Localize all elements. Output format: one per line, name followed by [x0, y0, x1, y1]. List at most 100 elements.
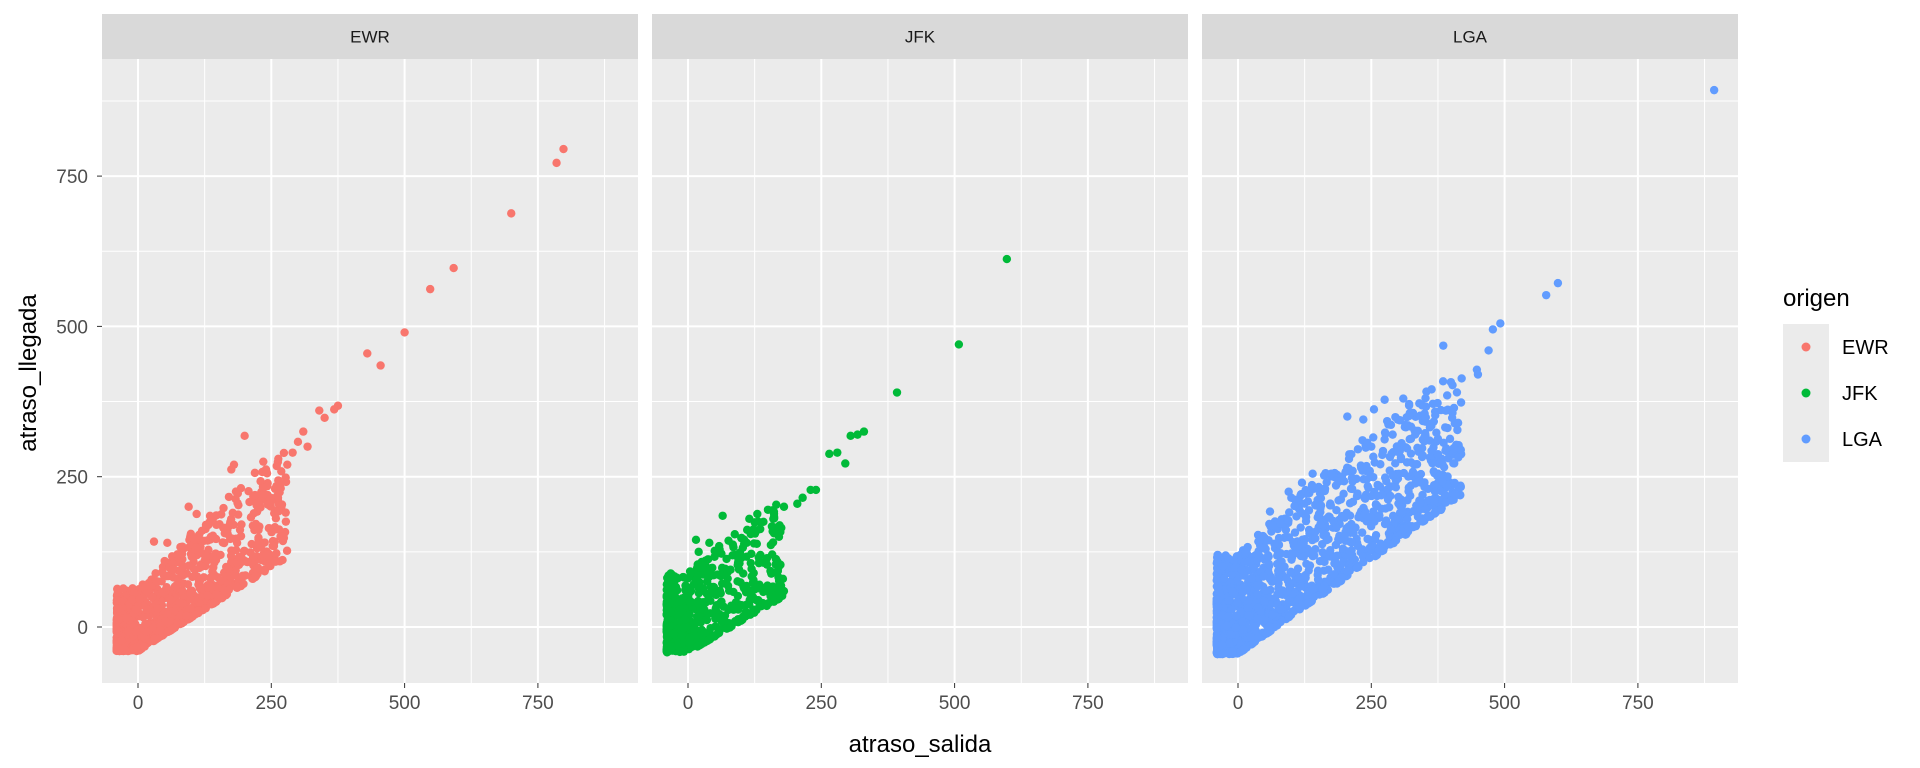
data-point [259, 483, 268, 492]
data-point [1282, 573, 1291, 583]
data-point [131, 627, 141, 636]
data-point [1345, 450, 1354, 459]
data-point [197, 562, 207, 571]
data-point [698, 563, 707, 572]
data-point [241, 571, 250, 580]
data-point [1378, 446, 1388, 456]
data-point [162, 583, 171, 592]
data-point [153, 604, 162, 613]
data-point [1348, 484, 1357, 494]
data-point [1308, 585, 1318, 594]
data-point [1452, 388, 1462, 397]
data-point [1338, 544, 1348, 553]
data-point [1376, 460, 1385, 469]
data-point [747, 564, 756, 574]
data-point [1264, 622, 1274, 631]
data-point [718, 511, 727, 520]
data-point [1353, 445, 1363, 454]
data-point [1222, 621, 1231, 631]
data-point [1214, 582, 1223, 591]
data-point [223, 529, 232, 539]
data-point [763, 505, 773, 514]
x-tick-label: 0 [133, 693, 144, 714]
data-point [1709, 85, 1719, 95]
data-point [183, 580, 193, 589]
data-point [710, 552, 719, 561]
data-point [315, 406, 324, 415]
data-point [114, 615, 123, 625]
data-point [1002, 254, 1012, 264]
data-point [767, 569, 776, 578]
data-point [1403, 514, 1412, 524]
data-point [733, 560, 742, 570]
data-point [1396, 453, 1406, 462]
data-point [203, 591, 212, 600]
data-point [192, 509, 201, 519]
data-point [1296, 523, 1305, 532]
data-point [1395, 446, 1405, 456]
data-point [1305, 561, 1315, 570]
data-point [1449, 444, 1458, 453]
data-point [1382, 476, 1391, 486]
data-point [717, 617, 726, 626]
data-point [1284, 516, 1293, 525]
data-point [1218, 640, 1227, 650]
data-point [172, 618, 182, 628]
data-point [449, 263, 458, 273]
data-point [1369, 452, 1378, 461]
data-point [1541, 290, 1551, 300]
data-point [1447, 413, 1457, 423]
data-point [1231, 623, 1241, 632]
legend-items: EWR JFK LGA [1783, 324, 1889, 462]
data-point [1454, 453, 1463, 462]
data-point [363, 349, 372, 358]
data-point [1323, 565, 1333, 574]
data-point [666, 608, 675, 617]
data-point [762, 601, 771, 611]
data-point [330, 405, 339, 414]
data-point [175, 598, 184, 607]
data-point [754, 553, 763, 562]
data-point [762, 560, 772, 569]
data-point [1404, 411, 1414, 421]
data-point [261, 465, 271, 474]
data-point [740, 612, 750, 621]
data-point [694, 612, 703, 621]
data-point [1440, 423, 1450, 432]
data-point [231, 545, 241, 555]
data-point [749, 539, 759, 548]
data-point [749, 575, 758, 585]
data-point [681, 581, 690, 590]
data-point [1265, 507, 1275, 516]
data-point [1316, 501, 1326, 510]
data-point [1227, 605, 1236, 614]
data-point [1365, 512, 1375, 521]
data-point [1450, 478, 1459, 488]
data-point [716, 599, 725, 608]
data-point [168, 624, 178, 634]
data-point [702, 615, 712, 625]
data-point [846, 431, 855, 441]
data-point [1287, 493, 1296, 502]
data-point [1241, 547, 1251, 557]
data-point [117, 636, 126, 645]
data-point [1397, 438, 1406, 448]
data-point [1243, 603, 1253, 613]
data-point [224, 585, 234, 594]
data-point [666, 569, 675, 578]
data-point [694, 596, 703, 606]
data-point [507, 209, 516, 218]
data-point [1413, 426, 1423, 436]
data-point [1274, 533, 1284, 543]
data-point [1417, 443, 1427, 453]
data-point [1290, 528, 1300, 537]
data-point [147, 592, 157, 602]
data-point [1406, 422, 1416, 431]
data-point [777, 523, 786, 533]
data-point [246, 548, 255, 557]
data-point [247, 539, 256, 549]
x-tick-label: 0 [1233, 693, 1244, 714]
data-point [1253, 633, 1263, 643]
data-point [722, 554, 731, 564]
data-point [204, 545, 213, 555]
